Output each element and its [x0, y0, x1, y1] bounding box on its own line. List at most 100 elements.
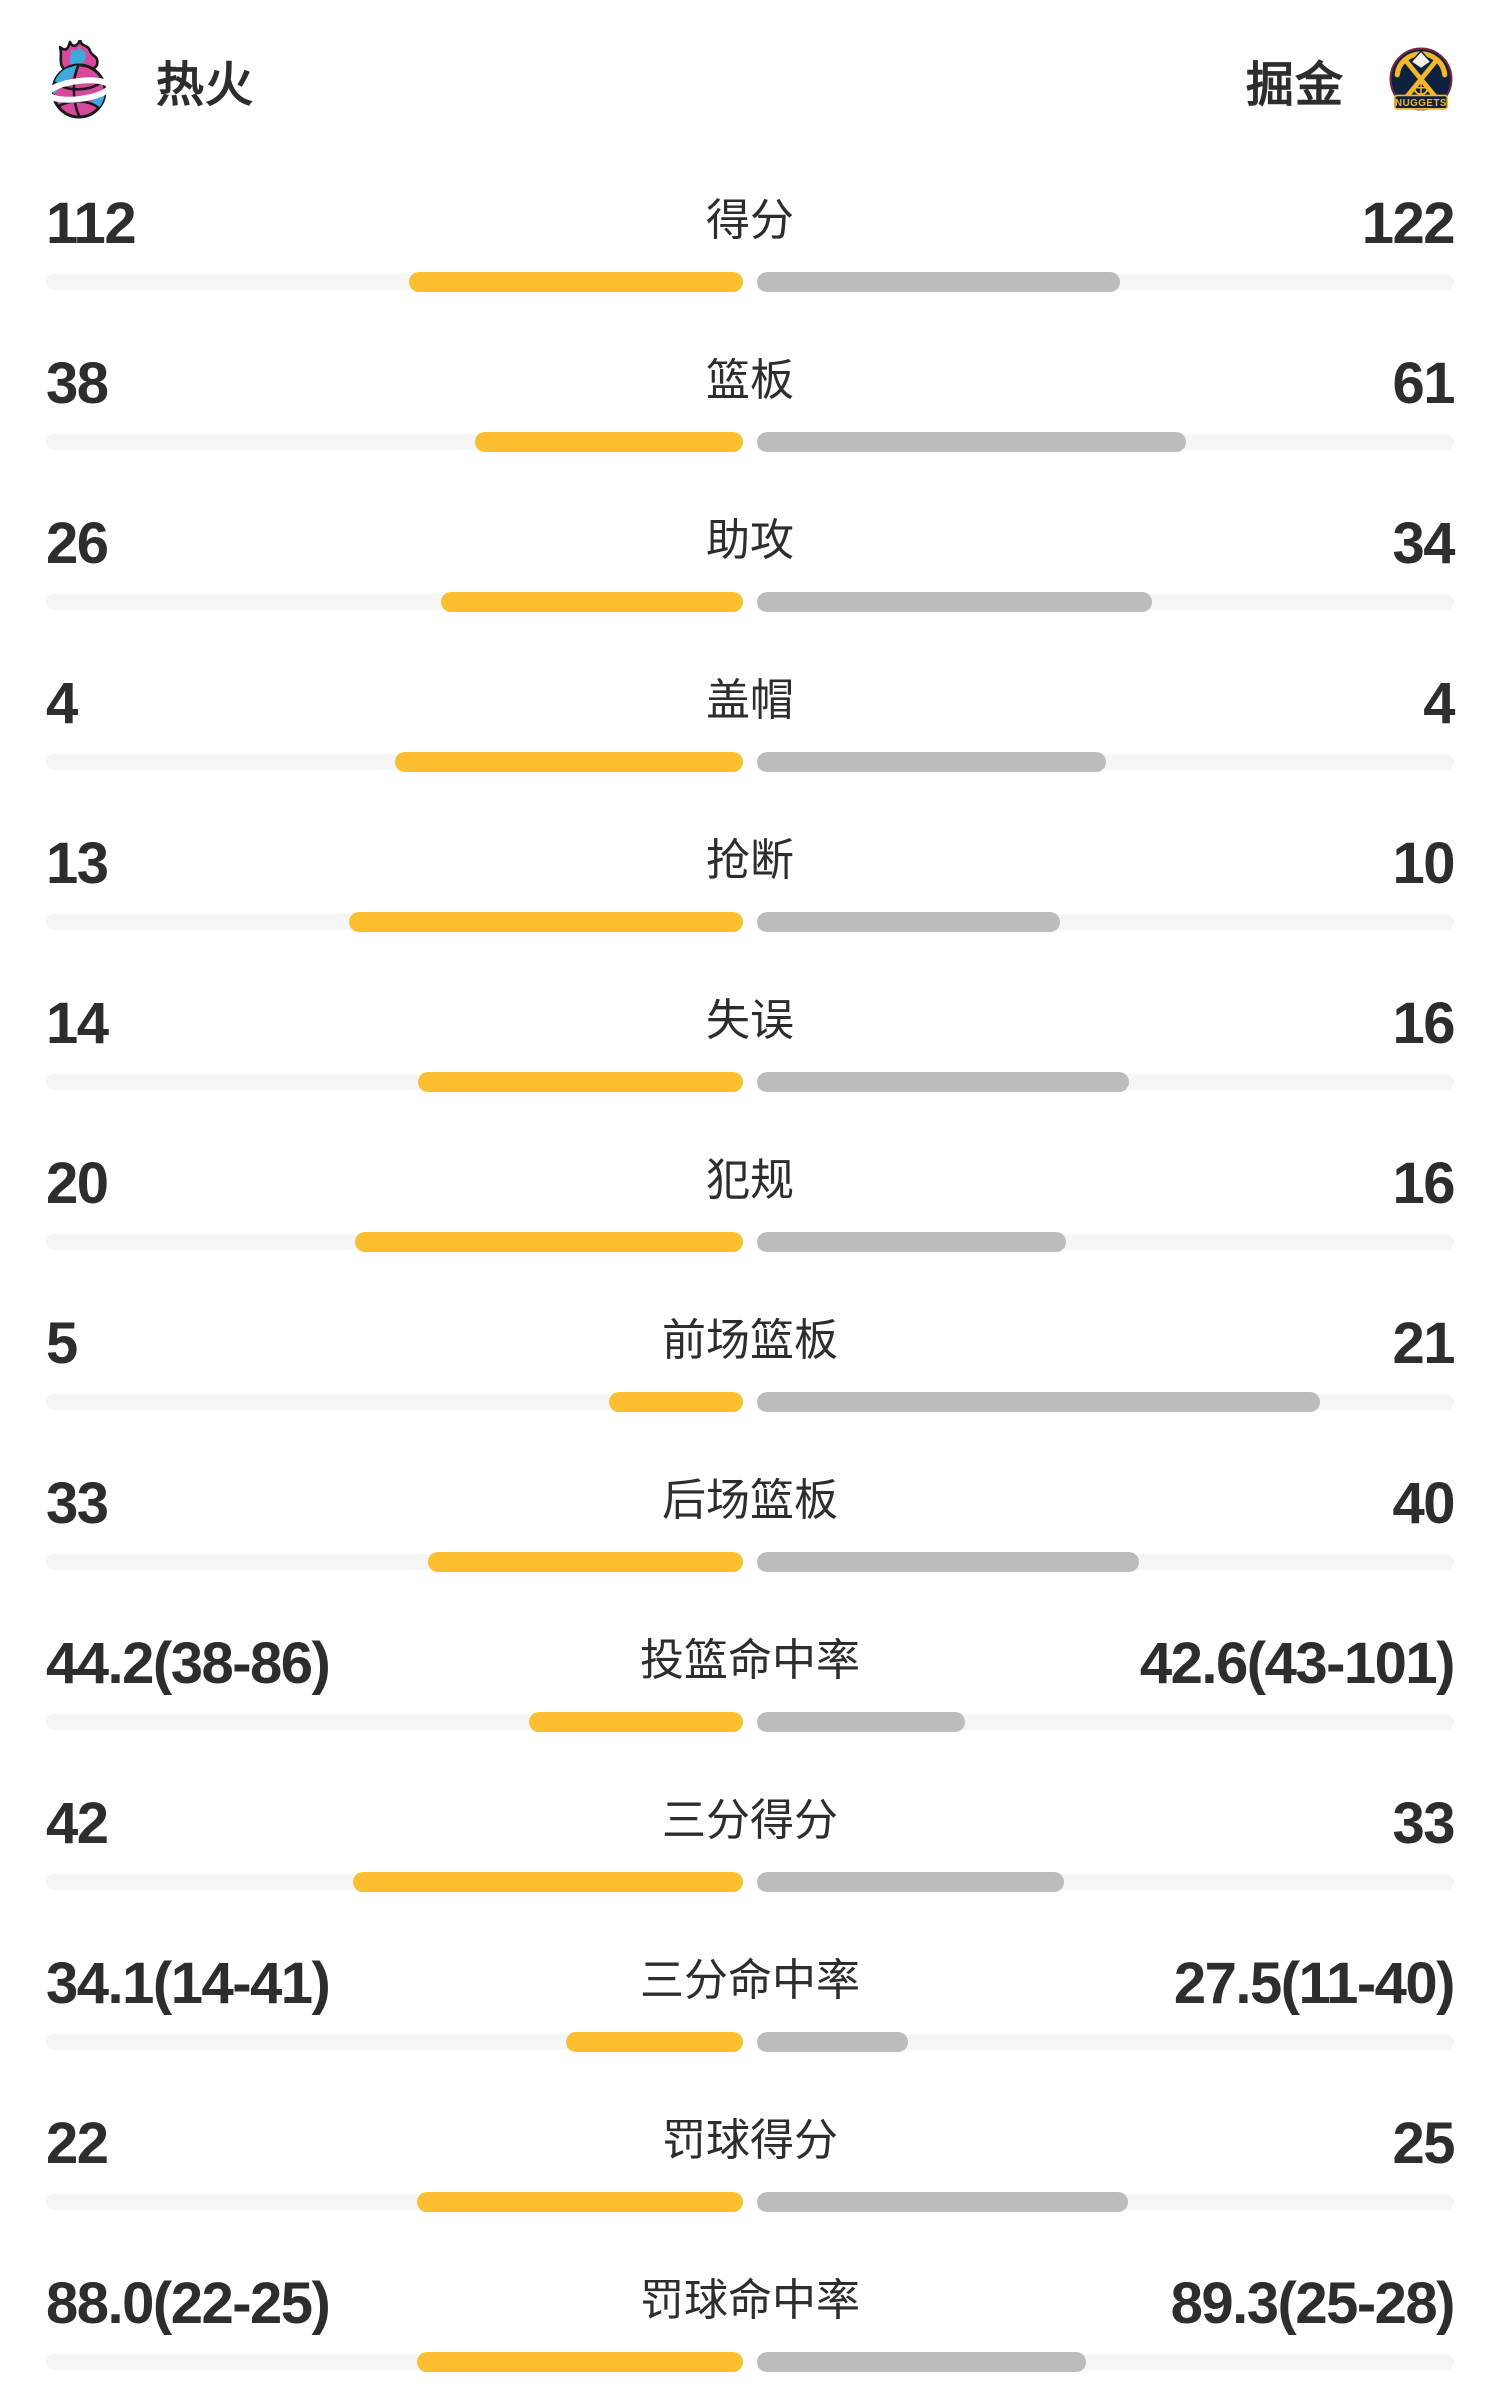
away-bar-track: [757, 432, 1454, 452]
away-value: 40: [1392, 1471, 1455, 1536]
away-bar-track: [757, 1552, 1454, 1572]
away-value: 16: [1392, 991, 1455, 1056]
away-value: 61: [1392, 351, 1455, 416]
stat-row: 4 盖帽 4: [0, 640, 1500, 800]
away-bar-track: [757, 1392, 1454, 1412]
stats-list: 112 得分 122 38 篮板 61: [0, 160, 1500, 2400]
away-track-bg: [757, 2034, 1454, 2050]
stat-bar: [46, 1392, 1454, 1412]
away-value: 25: [1392, 2111, 1455, 2176]
stat-row: 42 三分得分 33: [0, 1760, 1500, 1920]
home-value: 26: [46, 511, 109, 576]
stat-values-line: 14 失误 16: [46, 991, 1455, 1056]
stat-label: 篮板: [706, 356, 794, 405]
home-value: 4: [46, 671, 78, 736]
away-bar-fill: [757, 592, 1153, 612]
home-bar-fill: [565, 2032, 743, 2052]
away-team-name: 掘金: [1245, 59, 1344, 112]
stat-label: 得分: [706, 196, 794, 245]
away-bar-fill: [757, 2032, 908, 2052]
home-team[interactable]: 热火: [46, 40, 254, 120]
home-value: 20: [46, 1151, 109, 1216]
home-bar-track: [46, 432, 743, 452]
stat-values-line: 26 助攻 34: [46, 511, 1455, 576]
away-bar-fill: [757, 752, 1106, 772]
home-value: 42: [46, 1791, 109, 1856]
stat-bar: [46, 2192, 1454, 2212]
away-bar-fill: [757, 1712, 966, 1732]
home-bar-track: [46, 1552, 743, 1572]
home-bar-fill: [355, 1232, 743, 1252]
away-bar-fill: [757, 2192, 1128, 2212]
stat-bar: [46, 2032, 1454, 2052]
away-bar-track: [757, 272, 1454, 292]
away-bar-fill: [757, 1872, 1064, 1892]
stat-values-line: 38 篮板 61: [46, 351, 1455, 416]
away-value: 21: [1392, 1311, 1455, 1376]
home-bar-track: [46, 2192, 743, 2212]
stat-bar: [46, 1872, 1454, 1892]
away-bar-fill: [757, 1392, 1321, 1412]
stat-row: 44.2(38-86) 投篮命中率 42.6(43-101): [0, 1600, 1500, 1760]
home-bar-fill: [416, 2352, 743, 2372]
away-bar-fill: [757, 2352, 1086, 2372]
away-value: 42.6(43-101): [1139, 1631, 1456, 1696]
away-value: 34: [1392, 511, 1455, 576]
stat-label: 三分命中率: [640, 1956, 860, 2005]
stat-bar: [46, 592, 1454, 612]
stat-label: 犯规: [706, 1156, 794, 1205]
home-value: 88.0(22-25): [46, 2271, 331, 2336]
home-bar-fill: [529, 1712, 743, 1732]
away-bar-track: [757, 1872, 1454, 1892]
home-bar-track: [46, 1392, 743, 1412]
away-bar-track: [757, 1712, 1454, 1732]
home-value: 33: [46, 1471, 109, 1536]
stat-values-line: 22 罚球得分 25: [46, 2111, 1455, 2176]
away-bar-track: [757, 2032, 1454, 2052]
away-value: 27.5(11-40): [1173, 1951, 1456, 2016]
away-value: 10: [1392, 831, 1455, 896]
away-bar-track: [757, 2352, 1454, 2372]
stat-label: 投篮命中率: [640, 1636, 860, 1685]
stat-row: 33 后场篮板 40: [0, 1440, 1500, 1600]
stat-label: 三分得分: [662, 1796, 838, 1845]
home-value: 5: [46, 1311, 78, 1376]
stat-row: 22 罚球得分 25: [0, 2080, 1500, 2240]
stat-values-line: 20 犯规 16: [46, 1151, 1455, 1216]
home-bar-track: [46, 2032, 743, 2052]
home-bar-track: [46, 2352, 743, 2372]
stat-label: 后场篮板: [662, 1476, 838, 1525]
stat-row: 5 前场篮板 21: [0, 1280, 1500, 1440]
away-bar-fill: [757, 1072, 1129, 1092]
away-bar-track: [757, 912, 1454, 932]
stat-label: 罚球命中率: [640, 2276, 860, 2325]
home-bar-track: [46, 1072, 743, 1092]
home-value: 38: [46, 351, 109, 416]
home-bar-fill: [441, 592, 743, 612]
home-bar-track: [46, 1712, 743, 1732]
away-team[interactable]: 掘金 NUGGETS: [1246, 45, 1454, 115]
home-bar-fill: [427, 1552, 743, 1572]
away-value: 89.3(25-28): [1170, 2271, 1456, 2336]
stat-values-line: 34.1(14-41) 三分命中率 27.5(11-40): [46, 1951, 1456, 2016]
away-bar-fill: [757, 1232, 1067, 1252]
home-bar-fill: [349, 912, 743, 932]
stat-row: 14 失误 16: [0, 960, 1500, 1120]
away-value: 16: [1392, 1151, 1455, 1216]
stat-row: 38 篮板 61: [0, 320, 1500, 480]
home-bar-fill: [609, 1392, 743, 1412]
stat-label: 抢断: [706, 836, 794, 885]
stat-bar: [46, 752, 1454, 772]
home-bar-track: [46, 272, 743, 292]
home-bar-fill: [475, 432, 743, 452]
stat-label: 失误: [706, 996, 794, 1045]
away-bar-track: [757, 2192, 1454, 2212]
away-bar-track: [757, 752, 1454, 772]
stat-values-line: 42 三分得分 33: [46, 1791, 1455, 1856]
stat-label: 助攻: [706, 516, 794, 565]
home-track-bg: [46, 1394, 743, 1410]
home-bar-track: [46, 912, 743, 932]
nuggets-logo-icon: NUGGETS: [1389, 47, 1453, 111]
stat-row: 112 得分 122: [0, 160, 1500, 320]
away-bar-track: [757, 1232, 1454, 1252]
